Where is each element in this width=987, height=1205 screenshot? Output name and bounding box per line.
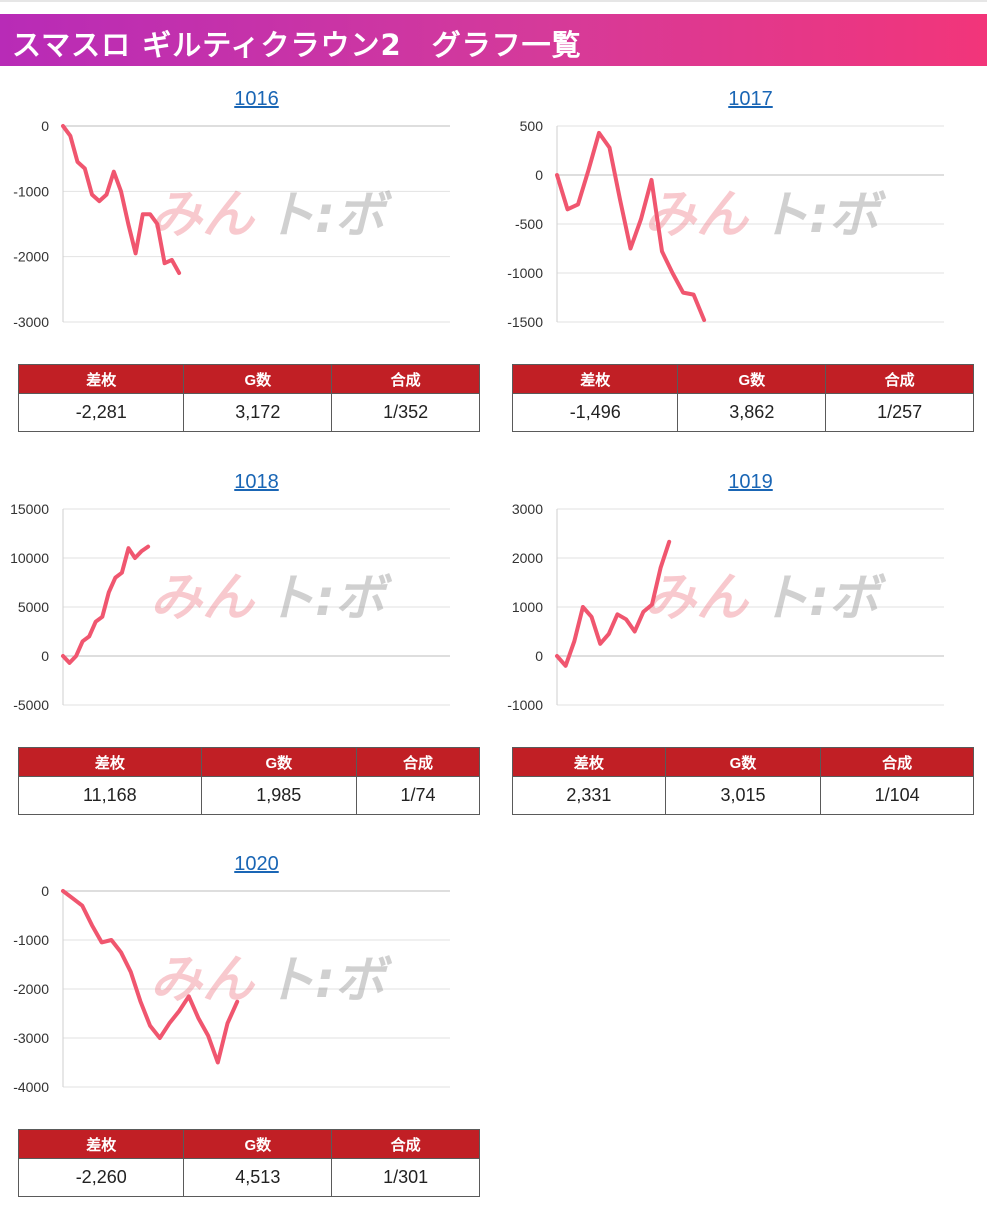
y-tick-label: -4000 bbox=[13, 1079, 49, 1095]
svg-text:ト:ボ: ト:ボ bbox=[759, 186, 887, 244]
y-tick-label: -3000 bbox=[13, 1030, 49, 1046]
stats-value-ratio: 1/301 bbox=[331, 1158, 480, 1197]
stats-header-ratio: 合成 bbox=[355, 747, 481, 777]
stats-header-games: G数 bbox=[183, 364, 333, 394]
watermark-logo: みん ト:ボ bbox=[644, 185, 887, 245]
stats-header-diff: 差枚 bbox=[511, 364, 679, 394]
chart-1016: 0 -1000 -2000 -3000 みん ト:ボ bbox=[13, 118, 450, 330]
y-tick-label: 15000 bbox=[10, 501, 49, 517]
stats-value-games: 3,862 bbox=[677, 393, 827, 432]
stats-value-diff: -2,260 bbox=[17, 1158, 185, 1197]
y-tick-label: -1000 bbox=[507, 265, 543, 281]
stats-header-diff: 差枚 bbox=[512, 747, 666, 777]
stats-value-diff: 2,331 bbox=[512, 776, 666, 815]
stats-header-games: G数 bbox=[183, 1129, 333, 1159]
stats-header-ratio: 合成 bbox=[331, 1129, 480, 1159]
stats-table-1017: 差枚 G数 合成 -1,496 3,862 1/257 bbox=[511, 364, 974, 432]
machine-link-1017[interactable]: 1017 bbox=[728, 88, 773, 110]
watermark-logo: みん ト:ボ bbox=[644, 568, 887, 628]
series-line-1016 bbox=[61, 124, 182, 275]
page-title: スマスロ ギルティクラウン2 グラフ一覧 bbox=[12, 28, 582, 62]
stats-header-ratio: 合成 bbox=[331, 364, 480, 394]
machine-link-1020[interactable]: 1020 bbox=[234, 853, 279, 875]
stats-header-diff: 差枚 bbox=[17, 1129, 185, 1159]
stats-table-1019: 差枚 G数 合成 2,331 3,015 1/104 bbox=[512, 747, 974, 815]
y-tick-label: -3000 bbox=[13, 314, 49, 330]
stats-table-1016: 差枚 G数 合成 -2,281 3,172 1/352 bbox=[17, 364, 480, 432]
stats-value-games: 4,513 bbox=[183, 1158, 333, 1197]
y-tick-label: 2000 bbox=[512, 550, 543, 566]
stats-header-diff: 差枚 bbox=[17, 364, 185, 394]
y-tick-label: 0 bbox=[41, 883, 49, 899]
y-tick-label: -1000 bbox=[13, 932, 49, 948]
svg-text:ト:ボ: ト:ボ bbox=[265, 186, 393, 244]
watermark-logo: みん ト:ボ bbox=[150, 568, 393, 628]
stats-header-games: G数 bbox=[664, 747, 822, 777]
svg-text:みん: みん bbox=[644, 185, 750, 245]
y-tick-label: -5000 bbox=[13, 697, 49, 713]
chart-1020: 0 -1000 -2000 -3000 -4000 みん ト:ボ bbox=[13, 883, 450, 1095]
y-tick-label: 10000 bbox=[10, 550, 49, 566]
series-line-1019 bbox=[555, 539, 672, 668]
stats-header-games: G数 bbox=[677, 364, 827, 394]
watermark-logo: みん ト:ボ bbox=[150, 950, 393, 1010]
machine-link-1016[interactable]: 1016 bbox=[234, 88, 279, 110]
y-tick-label: 0 bbox=[41, 118, 49, 134]
stats-value-ratio: 1/104 bbox=[820, 776, 974, 815]
series-line-1018 bbox=[61, 544, 151, 665]
y-tick-label: -2000 bbox=[13, 981, 49, 997]
stats-header-games: G数 bbox=[200, 747, 357, 777]
machine-link-1018[interactable]: 1018 bbox=[234, 471, 279, 493]
chart-1018: 15000 10000 5000 0 -5000 みん ト:ボ bbox=[10, 501, 450, 713]
stats-value-diff: -2,281 bbox=[17, 393, 185, 432]
y-tick-label: -1000 bbox=[13, 183, 49, 199]
chart-1017: 500 0 -500 -1000 -1500 みん ト:ボ bbox=[507, 118, 944, 330]
y-tick-label: 1000 bbox=[512, 599, 543, 615]
stats-value-diff: -1,496 bbox=[511, 393, 679, 432]
y-tick-label: -500 bbox=[515, 216, 543, 232]
stats-value-ratio: 1/352 bbox=[331, 393, 480, 432]
machine-block-1016: 1016 0 -1000 -2000 -3000 みん ト:ボ差枚 G数 合成 -2,281 3,1… bbox=[0, 88, 480, 440]
svg-text:みん: みん bbox=[150, 568, 256, 628]
svg-text:ト:ボ: ト:ボ bbox=[265, 569, 393, 627]
svg-text:みん: みん bbox=[150, 950, 256, 1010]
series-line-1020 bbox=[61, 889, 240, 1065]
y-tick-label: 0 bbox=[41, 648, 49, 664]
stats-header-ratio: 合成 bbox=[825, 364, 974, 394]
y-tick-label: -1500 bbox=[507, 314, 543, 330]
svg-text:みん: みん bbox=[150, 185, 256, 245]
stats-value-games: 3,015 bbox=[664, 776, 822, 815]
y-tick-label: 5000 bbox=[18, 599, 49, 615]
stats-table-1020: 差枚 G数 合成 -2,260 4,513 1/301 bbox=[17, 1129, 480, 1197]
y-tick-label: -1000 bbox=[507, 697, 543, 713]
watermark-logo: みん ト:ボ bbox=[150, 185, 393, 245]
machine-link-1019[interactable]: 1019 bbox=[728, 471, 773, 493]
stats-value-ratio: 1/257 bbox=[825, 393, 974, 432]
stats-header-diff: 差枚 bbox=[18, 747, 202, 777]
y-tick-label: 500 bbox=[520, 118, 544, 134]
machine-block-1018: 1018 15000 10000 5000 0 -5000 みん ト:ボ差枚 G数 合成 11,16… bbox=[0, 471, 481, 823]
svg-text:ト:ボ: ト:ボ bbox=[759, 569, 887, 627]
machine-block-1020: 1020 0 -1000 -2000 -3000 -4000 みん ト:ボ差枚 G数 合成 -2,2… bbox=[0, 853, 480, 1205]
y-tick-label: 0 bbox=[535, 648, 543, 664]
stats-value-diff: 11,168 bbox=[18, 776, 202, 815]
top-divider bbox=[0, 0, 987, 2]
svg-text:ト:ボ: ト:ボ bbox=[265, 951, 393, 1009]
svg-text:みん: みん bbox=[644, 568, 750, 628]
chart-1019: 3000 2000 1000 0 -1000 みん ト:ボ bbox=[507, 501, 944, 713]
stats-value-games: 3,172 bbox=[183, 393, 333, 432]
stats-header-ratio: 合成 bbox=[820, 747, 974, 777]
y-tick-label: 3000 bbox=[512, 501, 543, 517]
machine-block-1017: 1017 500 0 -500 -1000 -1500 みん ト:ボ差枚 G数 合成 -1,496 3… bbox=[494, 88, 974, 440]
stats-value-games: 1,985 bbox=[200, 776, 357, 815]
y-tick-label: 0 bbox=[535, 167, 543, 183]
page-header: スマスロ ギルティクラウン2 グラフ一覧 bbox=[0, 14, 987, 66]
stats-table-1018: 差枚 G数 合成 11,168 1,985 1/74 bbox=[18, 747, 481, 815]
machine-block-1019: 1019 3000 2000 1000 0 -1000 みん ト:ボ差枚 G数 合成 2,331 3,… bbox=[494, 471, 974, 823]
y-tick-label: -2000 bbox=[13, 249, 49, 265]
stats-value-ratio: 1/74 bbox=[355, 776, 481, 815]
series-line-1017 bbox=[555, 130, 707, 322]
